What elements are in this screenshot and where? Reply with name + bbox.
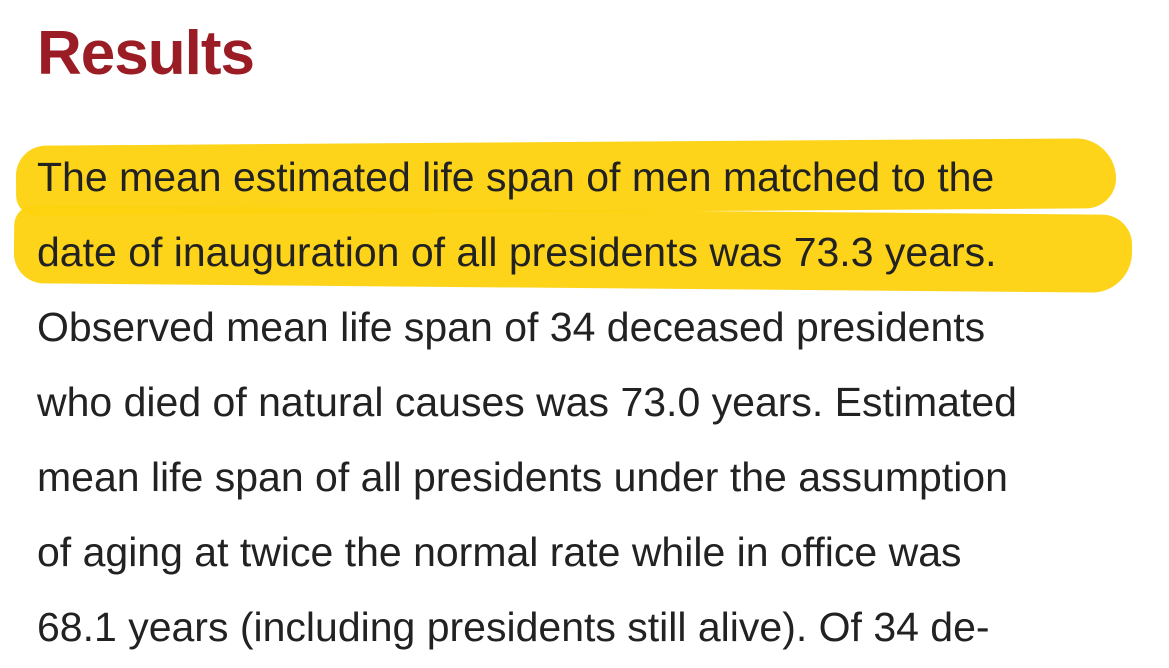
text-line: mean life span of all presidents under t… [37,454,1008,500]
text-line: date of inauguration of all presidents w… [37,229,997,275]
text-line: 68.1 years (including presidents still a… [37,604,990,650]
text-line: The mean estimated life span of men matc… [37,154,995,200]
text-line: of aging at twice the normal rate while … [37,529,962,575]
section-heading: Results [37,19,255,88]
text-line: who died of natural causes was 73.0 year… [37,379,1017,425]
text-line: Observed mean life span of 34 deceased p… [37,304,986,350]
